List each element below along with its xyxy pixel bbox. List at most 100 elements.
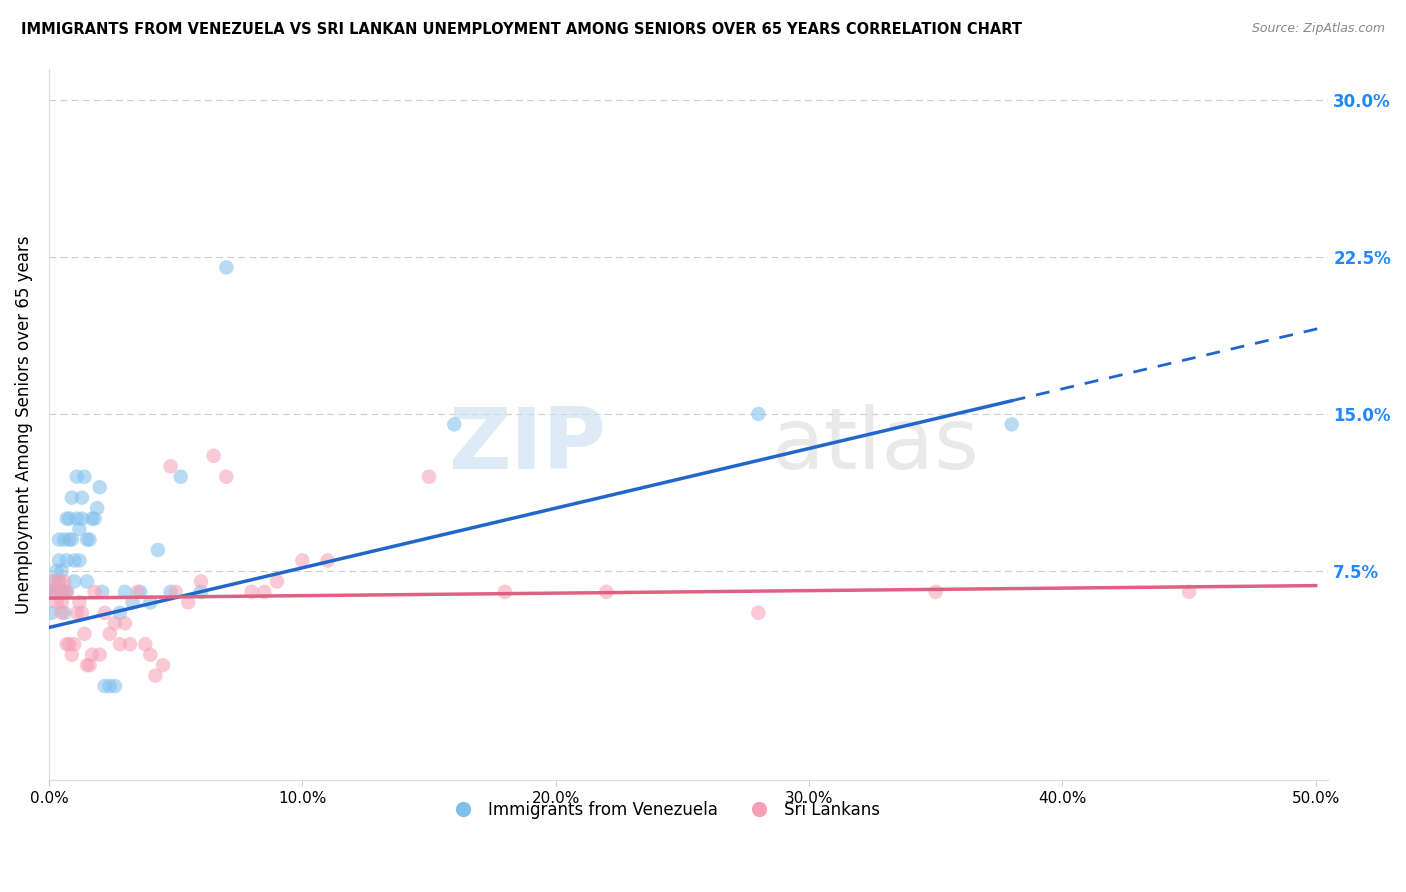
Point: [595, 585, 617, 599]
Point: [89, 648, 111, 662]
Point: [177, 595, 200, 609]
Point: [42, 585, 65, 599]
Point: [67, 553, 90, 567]
Point: [108, 637, 131, 651]
Point: [291, 553, 314, 567]
Point: [83, 585, 105, 599]
Point: [159, 459, 181, 474]
Point: [53, 606, 76, 620]
Point: [70, 511, 93, 525]
Point: [146, 543, 169, 558]
Point: [58, 511, 80, 525]
Point: [41, 585, 63, 599]
Point: [1001, 417, 1024, 432]
Point: [41, 585, 63, 599]
Point: [67, 522, 90, 536]
Point: [1178, 585, 1201, 599]
Point: [80, 511, 103, 525]
Text: IMMIGRANTS FROM VENEZUELA VS SRI LANKAN UNEMPLOYMENT AMONG SENIORS OVER 65 YEARS: IMMIGRANTS FROM VENEZUELA VS SRI LANKAN …: [21, 22, 1022, 37]
Point: [266, 574, 288, 589]
Point: [42, 574, 65, 589]
Point: [45, 595, 67, 609]
Point: [53, 585, 76, 599]
Point: [93, 679, 115, 693]
Point: [79, 533, 101, 547]
Point: [63, 553, 86, 567]
Point: [925, 585, 948, 599]
Point: [253, 585, 276, 599]
Point: [48, 533, 70, 547]
Point: [55, 585, 77, 599]
Point: [55, 637, 77, 651]
Point: [118, 637, 141, 651]
Point: [79, 658, 101, 673]
Point: [45, 585, 67, 599]
Legend: Immigrants from Venezuela, Sri Lankans: Immigrants from Venezuela, Sri Lankans: [439, 794, 887, 825]
Point: [53, 574, 76, 589]
Point: [76, 658, 98, 673]
Point: [104, 616, 127, 631]
Point: [66, 511, 89, 525]
Point: [76, 574, 98, 589]
Point: [139, 648, 162, 662]
Point: [145, 668, 167, 682]
Point: [86, 501, 108, 516]
Point: [51, 564, 73, 578]
Point: [134, 637, 156, 651]
Point: [190, 574, 212, 589]
Point: [215, 260, 238, 275]
Point: [129, 585, 152, 599]
Text: ZIP: ZIP: [447, 404, 606, 487]
Point: [55, 511, 77, 525]
Point: [114, 616, 136, 631]
Point: [80, 648, 103, 662]
Y-axis label: Unemployment Among Seniors over 65 years: Unemployment Among Seniors over 65 years: [15, 235, 32, 614]
Point: [202, 449, 225, 463]
Text: Source: ZipAtlas.com: Source: ZipAtlas.com: [1251, 22, 1385, 36]
Text: atlas: atlas: [772, 404, 980, 487]
Point: [98, 679, 121, 693]
Point: [53, 585, 76, 599]
Point: [89, 480, 111, 494]
Point: [108, 606, 131, 620]
Point: [42, 574, 65, 589]
Point: [121, 595, 143, 609]
Point: [316, 553, 339, 567]
Point: [60, 533, 83, 547]
Point: [48, 574, 70, 589]
Point: [60, 491, 83, 505]
Point: [55, 553, 77, 567]
Point: [443, 417, 465, 432]
Point: [66, 469, 89, 483]
Point: [418, 469, 440, 483]
Point: [63, 574, 86, 589]
Point: [240, 585, 263, 599]
Point: [58, 533, 80, 547]
Point: [55, 585, 77, 599]
Point: [51, 595, 73, 609]
Point: [70, 491, 93, 505]
Point: [104, 679, 127, 693]
Point: [114, 585, 136, 599]
Point: [73, 469, 96, 483]
Point: [51, 585, 73, 599]
Point: [73, 626, 96, 640]
Point: [63, 637, 86, 651]
Point: [139, 595, 162, 609]
Point: [58, 637, 80, 651]
Point: [93, 606, 115, 620]
Point: [41, 606, 63, 620]
Point: [91, 585, 114, 599]
Point: [98, 626, 121, 640]
Point: [60, 648, 83, 662]
Point: [66, 606, 89, 620]
Point: [190, 585, 212, 599]
Point: [45, 564, 67, 578]
Point: [165, 585, 187, 599]
Point: [127, 585, 149, 599]
Point: [48, 574, 70, 589]
Point: [83, 511, 105, 525]
Point: [70, 606, 93, 620]
Point: [76, 533, 98, 547]
Point: [152, 658, 174, 673]
